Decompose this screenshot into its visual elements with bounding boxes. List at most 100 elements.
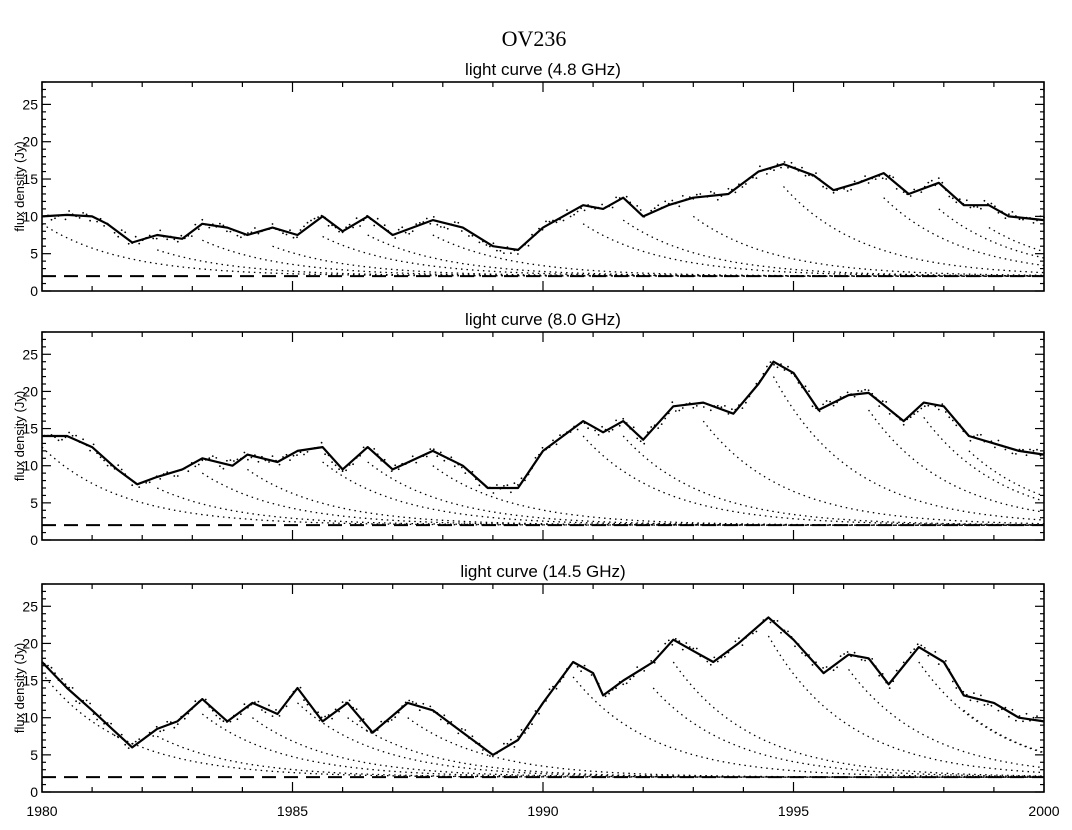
y-axis-label: flux density (Jy) (12, 391, 27, 481)
data-point (667, 639, 670, 642)
component-curve-14 (963, 709, 1045, 754)
data-point (759, 165, 761, 168)
data-point (941, 403, 944, 405)
data-point (219, 717, 221, 720)
data-point (194, 223, 197, 226)
data-point (787, 630, 789, 633)
component-curve-4 (252, 717, 1044, 778)
data-point (867, 389, 870, 392)
data-point (176, 475, 179, 477)
data-point (976, 434, 979, 436)
data-point (222, 720, 225, 723)
data-point (306, 451, 309, 453)
data-point (909, 195, 912, 197)
data-point (734, 191, 737, 194)
data-point (664, 417, 667, 420)
y-tick-label: 0 (30, 283, 38, 299)
data-point (341, 470, 344, 473)
data-point (895, 188, 898, 190)
component-curve-5 (297, 702, 1044, 778)
data-point (741, 644, 744, 646)
data-point (257, 232, 260, 235)
data-point (296, 236, 298, 239)
data-point (990, 704, 993, 707)
component-curve-14 (988, 227, 1045, 253)
data-point (716, 404, 719, 407)
data-point (773, 363, 775, 366)
data-point (983, 704, 986, 706)
data-point (916, 643, 919, 646)
data-point (362, 446, 365, 449)
data-point (303, 453, 305, 456)
y-tick-label: 25 (22, 598, 38, 614)
data-point (113, 734, 116, 737)
data-point (811, 664, 814, 666)
data-point (250, 456, 253, 459)
data-point (745, 401, 747, 404)
data-point (324, 453, 326, 456)
data-point (1036, 715, 1038, 717)
data-point (117, 464, 120, 467)
data-point (352, 226, 354, 229)
data-point (127, 242, 130, 245)
data-point (478, 241, 481, 244)
data-point (657, 427, 660, 429)
data-point (955, 424, 958, 427)
data-point (538, 227, 540, 230)
data-point (839, 396, 842, 398)
data-point (1022, 218, 1024, 221)
component-curve-11 (783, 186, 1045, 274)
data-point (934, 651, 937, 653)
data-point (492, 492, 495, 494)
data-point (418, 222, 421, 224)
y-axis-label: flux density (Jy) (12, 643, 27, 733)
data-point (1015, 719, 1017, 722)
data-point (513, 746, 516, 748)
data-point (64, 218, 67, 221)
data-point (1036, 448, 1038, 451)
data-point (436, 223, 439, 226)
data-point (724, 405, 726, 407)
data-point (204, 698, 207, 701)
data-point (415, 461, 418, 464)
data-point (695, 405, 698, 407)
data-point (611, 428, 614, 431)
data-point (811, 405, 814, 408)
data-point (82, 438, 84, 441)
data-point (131, 742, 134, 745)
data-point (1011, 211, 1014, 213)
data-point (853, 180, 856, 183)
x-tick-label: 2000 (1028, 803, 1059, 819)
data-point (404, 231, 407, 234)
y-tick-label: 25 (22, 96, 38, 112)
data-point (555, 687, 558, 690)
data-point (408, 232, 411, 235)
data-point (780, 631, 782, 634)
data-point (408, 699, 411, 702)
data-point (247, 232, 249, 234)
data-point (92, 713, 95, 715)
data-point (1011, 452, 1014, 455)
data-point (594, 429, 596, 432)
data-point (338, 710, 340, 713)
data-point (159, 478, 162, 480)
component-curve-13 (918, 661, 1045, 754)
data-point (871, 658, 874, 660)
data-point (531, 723, 533, 726)
component-curve-3 (202, 239, 1044, 277)
data-point (78, 702, 81, 705)
data-point (1032, 716, 1035, 719)
data-point (317, 216, 319, 219)
data-point (920, 407, 923, 410)
component-curve-2 (156, 249, 1044, 277)
data-point (489, 245, 491, 248)
data-point (548, 688, 551, 691)
data-point (885, 401, 888, 403)
data-point (471, 470, 474, 473)
data-point (425, 455, 428, 458)
data-point (822, 185, 824, 188)
data-point (695, 647, 698, 650)
data-point (555, 221, 558, 224)
y-tick-label: 15 (22, 421, 38, 437)
component-curve-10 (672, 661, 1044, 777)
